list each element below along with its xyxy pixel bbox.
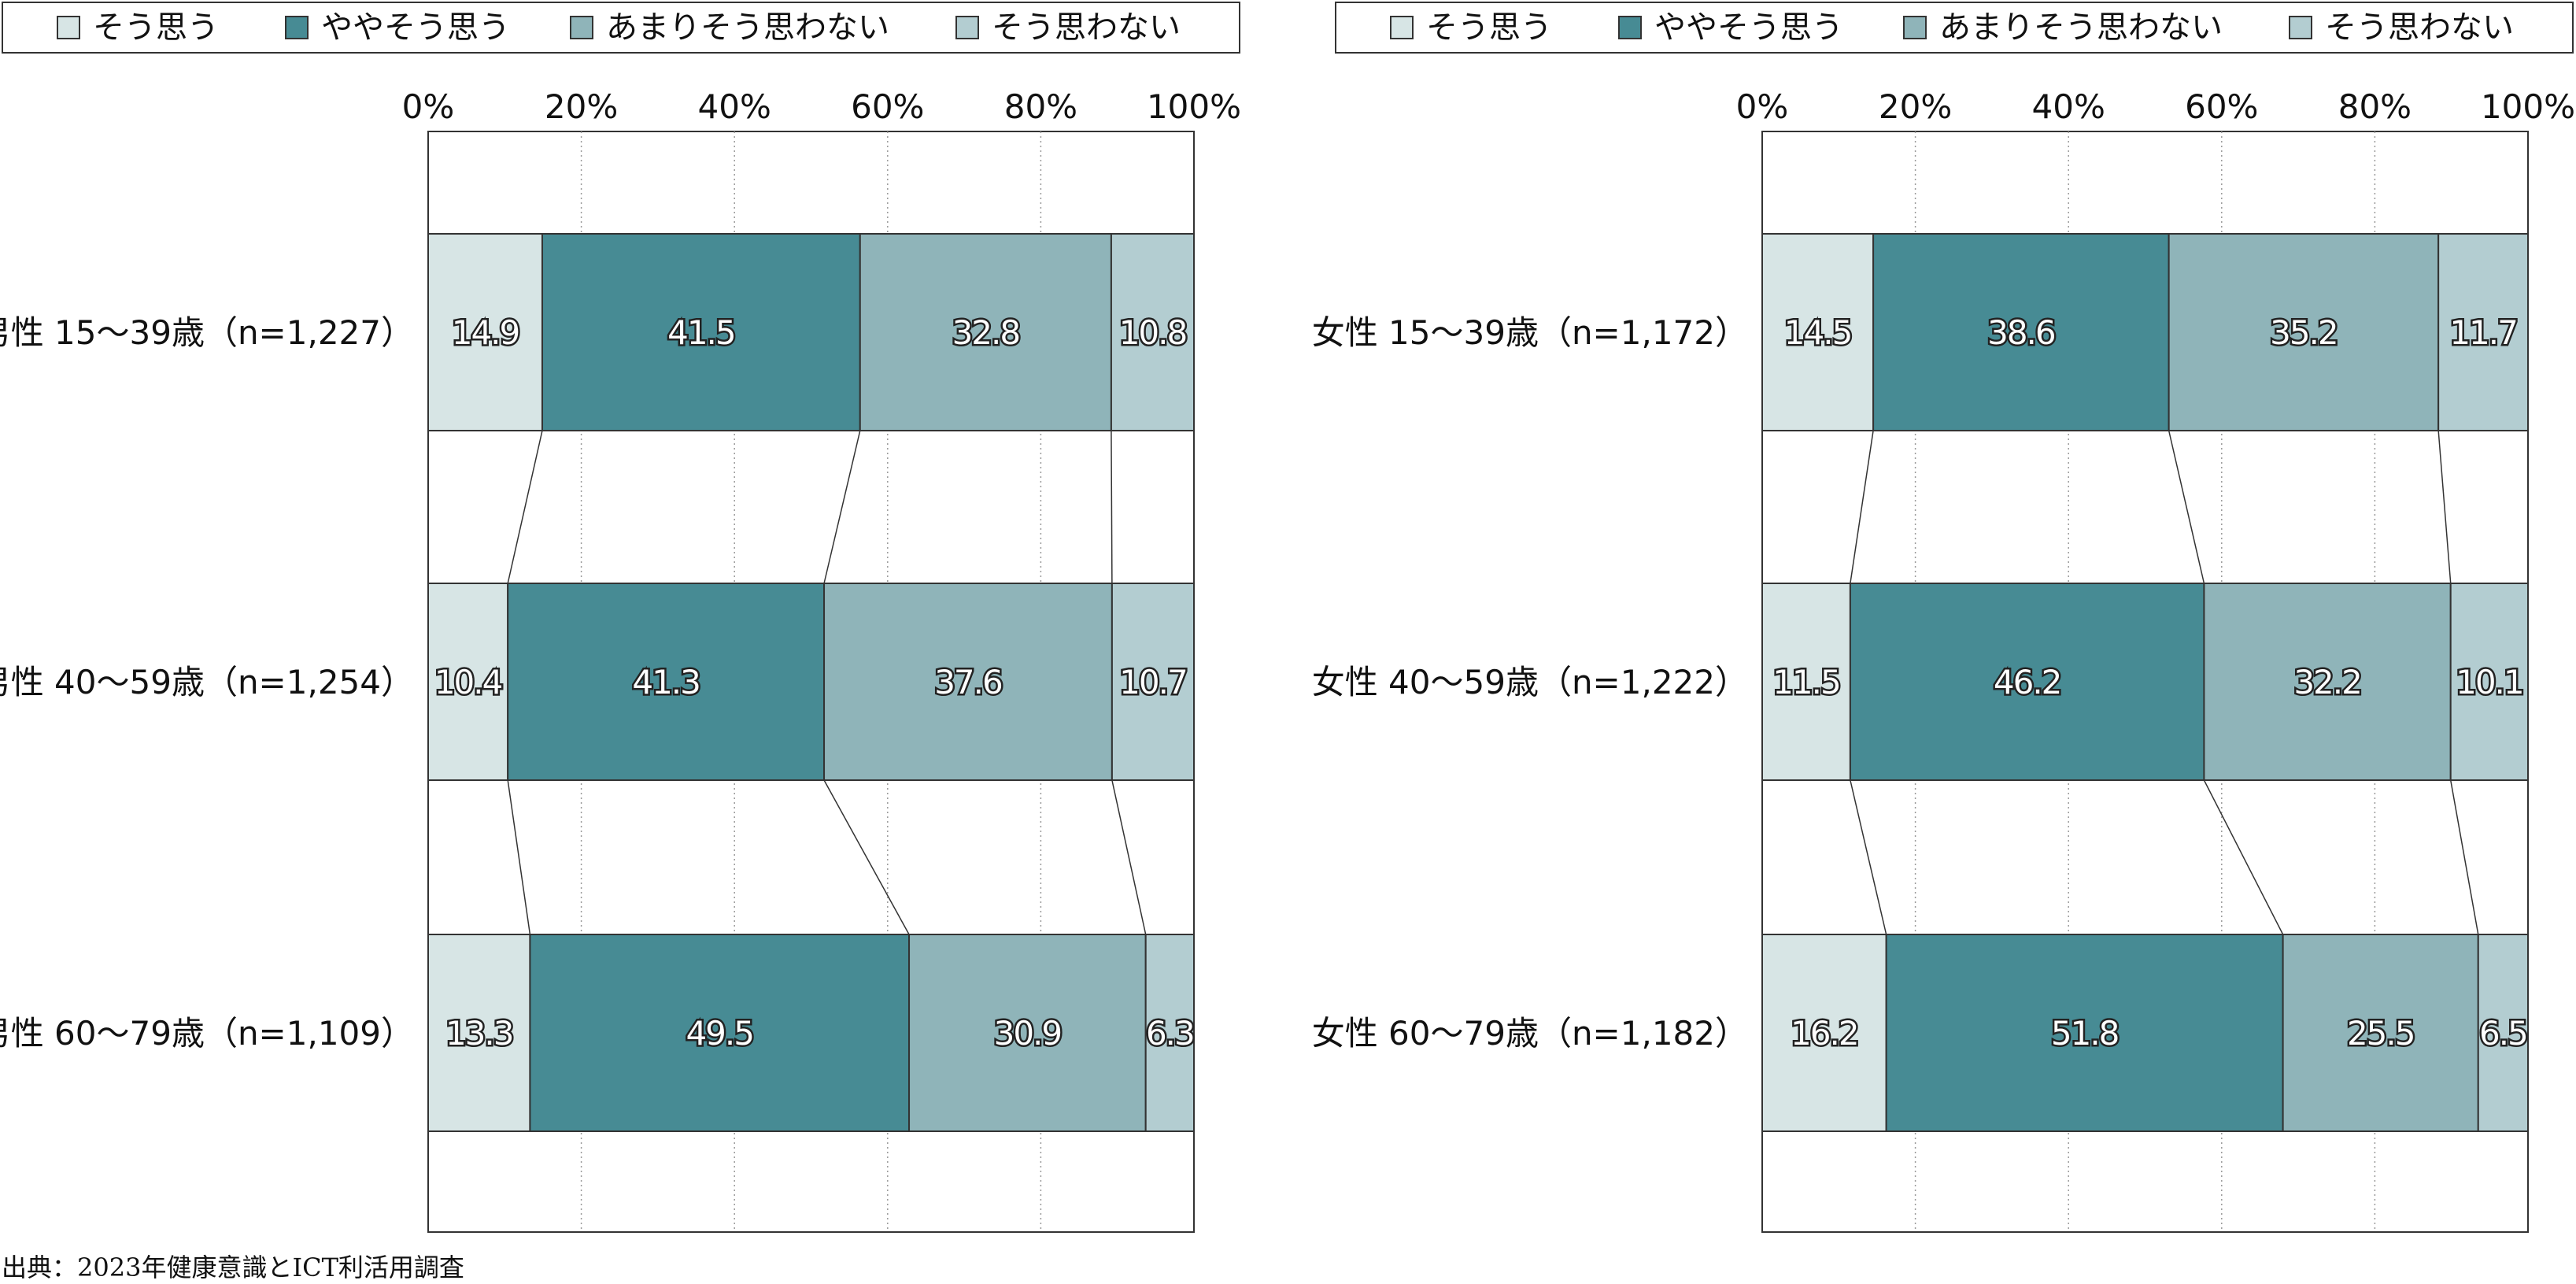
connector-line [507, 779, 531, 935]
bar-segment [1110, 233, 1196, 431]
data-label: 16.2 [1791, 1014, 1858, 1053]
bar-segment [1849, 583, 2205, 781]
bar-segment [2282, 934, 2479, 1132]
x-tick-label: 60% [851, 87, 924, 126]
category-label: 男性 60〜79歳（n=1,109） [0, 1014, 414, 1053]
data-label: 25.5 [2347, 1014, 2415, 1053]
data-label: 38.6 [1987, 313, 2055, 352]
connector-line [1111, 430, 1113, 584]
bar-segment [1144, 934, 1196, 1132]
legend-swatch [1618, 16, 1642, 39]
data-label: 10.8 [1119, 313, 1187, 352]
legend-right: そう思う ややそう思う あまりそう思わない そう思わない [1335, 2, 2574, 54]
chart-left: 0% 20% 40% 60% 80% 100% 14.9 41.5 32.8 10.8 男性 15〜… [0, 87, 1241, 1233]
legend-label: そう思う [93, 9, 219, 46]
x-tick-label: 80% [1004, 87, 1077, 126]
connector-line [1850, 430, 1874, 584]
legend-swatch [1903, 16, 1927, 39]
x-tick-label: 80% [2338, 87, 2412, 126]
data-label: 11.7 [2449, 313, 2517, 352]
bar-segment [1111, 583, 1196, 781]
bar-segment [2449, 583, 2530, 781]
legend-label: そう思わない [2325, 9, 2514, 46]
data-label: 51.8 [2051, 1014, 2119, 1053]
category-label: 女性 60〜79歳（n=1,182） [1312, 1014, 1748, 1053]
data-label: 30.9 [994, 1014, 1062, 1053]
category-label: 女性 40〜59歳（n=1,222） [1312, 663, 1748, 701]
data-label: 10.4 [434, 663, 502, 701]
connector-line [823, 779, 910, 935]
legend-swatch [285, 16, 309, 39]
bar-segment [507, 583, 826, 781]
data-label: 37.6 [934, 663, 1002, 701]
x-tick-label: 60% [2185, 87, 2258, 126]
data-label: 6.3 [1146, 1014, 1194, 1053]
data-label: 11.5 [1772, 663, 1840, 701]
x-tick-label: 0% [402, 87, 455, 126]
bar-segment [859, 233, 1112, 431]
bar-segment [427, 233, 543, 431]
legend-swatch [57, 16, 80, 39]
data-label: 10.1 [2456, 663, 2523, 701]
legend-label: ややそう思う [321, 9, 510, 46]
x-tick-label: 20% [1879, 87, 1952, 126]
data-label: 14.5 [1784, 313, 1852, 352]
bar-segment [427, 934, 531, 1132]
bar-segment [1885, 934, 2284, 1132]
data-label: 41.5 [667, 313, 735, 352]
connector-line [2203, 779, 2284, 935]
data-label: 49.5 [686, 1014, 753, 1053]
x-tick-label: 0% [1736, 87, 1789, 126]
category-label: 男性 15〜39歳（n=1,227） [0, 313, 414, 352]
legend-label: ややそう思う [1654, 9, 1843, 46]
data-label: 32.2 [2293, 663, 2361, 701]
connector-line [2168, 430, 2205, 584]
legend-left: そう思う ややそう思う あまりそう思わない そう思わない [2, 2, 1240, 54]
legend-swatch [2289, 16, 2312, 39]
x-tick-label: 40% [698, 87, 771, 126]
bar-segment [2477, 934, 2530, 1132]
connector-line [2437, 430, 2452, 584]
data-label: 41.3 [632, 663, 700, 701]
chart-right: 0% 20% 40% 60% 80% 100% 14.5 38.6 35.2 11.7 女性 15〜… [1312, 87, 2575, 1233]
bar-segment [427, 583, 509, 781]
legend-label: そう思う [1426, 9, 1552, 46]
connector-line [507, 430, 543, 584]
connector-line [2449, 779, 2479, 935]
x-tick-label: 40% [2032, 87, 2105, 126]
legend-swatch [1390, 16, 1414, 39]
bar-segment [2203, 583, 2452, 781]
x-tick-label: 100% [2481, 87, 2575, 126]
connector-line [1850, 779, 1887, 935]
data-label: 32.8 [952, 313, 1020, 352]
data-label: 46.2 [1994, 663, 2061, 701]
source-note: 出典：2023年健康意識とICT利活用調査 [2, 1253, 464, 1282]
legend-label: そう思わない [992, 9, 1181, 46]
legend-swatch [955, 16, 979, 39]
data-label: 6.5 [2479, 1014, 2527, 1053]
legend-swatch [570, 16, 593, 39]
legend-label: あまりそう思わない [606, 9, 889, 46]
data-label: 35.2 [2270, 313, 2338, 352]
category-label: 男性 40〜59歳（n=1,254） [0, 663, 414, 701]
bar-segment [529, 934, 911, 1132]
category-label: 女性 15〜39歳（n=1,172） [1312, 313, 1748, 352]
connector-line [1111, 779, 1147, 935]
x-tick-label: 20% [545, 87, 618, 126]
bar-segment [1761, 934, 1887, 1132]
bar-segment [908, 934, 1147, 1132]
x-tick-label: 100% [1147, 87, 1241, 126]
bar-segment [541, 233, 861, 431]
bar-segment [1761, 233, 1875, 431]
legend-label: あまりそう思わない [1939, 9, 2223, 46]
bar-segment [2437, 233, 2530, 431]
data-label: 10.7 [1119, 663, 1187, 701]
connector-line [823, 430, 861, 584]
data-label: 14.9 [452, 313, 519, 352]
bar-segment [823, 583, 1113, 781]
data-label: 13.3 [445, 1014, 513, 1053]
